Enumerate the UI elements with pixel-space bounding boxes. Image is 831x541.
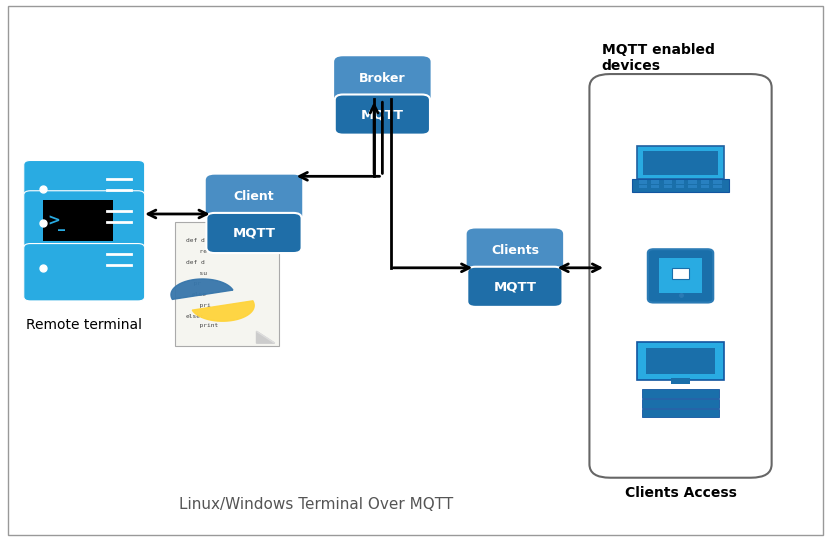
FancyBboxPatch shape bbox=[335, 95, 430, 135]
FancyBboxPatch shape bbox=[639, 185, 647, 188]
FancyBboxPatch shape bbox=[204, 174, 303, 221]
Text: devices: devices bbox=[602, 59, 661, 73]
FancyBboxPatch shape bbox=[206, 213, 302, 253]
FancyBboxPatch shape bbox=[465, 227, 564, 275]
FancyBboxPatch shape bbox=[24, 161, 145, 218]
Text: MQTT enabled: MQTT enabled bbox=[602, 43, 715, 57]
FancyBboxPatch shape bbox=[688, 185, 696, 188]
FancyBboxPatch shape bbox=[652, 180, 660, 183]
FancyBboxPatch shape bbox=[659, 259, 702, 293]
Polygon shape bbox=[257, 331, 275, 343]
FancyBboxPatch shape bbox=[43, 200, 113, 241]
Polygon shape bbox=[171, 279, 233, 299]
Text: Linux/Windows Terminal Over MQTT: Linux/Windows Terminal Over MQTT bbox=[179, 497, 453, 512]
FancyBboxPatch shape bbox=[637, 342, 725, 380]
FancyBboxPatch shape bbox=[642, 399, 719, 408]
FancyBboxPatch shape bbox=[688, 180, 696, 183]
Text: MQTT: MQTT bbox=[233, 227, 276, 240]
Text: Client: Client bbox=[234, 190, 274, 203]
FancyBboxPatch shape bbox=[642, 409, 719, 418]
FancyBboxPatch shape bbox=[646, 348, 715, 374]
FancyBboxPatch shape bbox=[648, 249, 713, 302]
FancyBboxPatch shape bbox=[175, 222, 279, 346]
FancyBboxPatch shape bbox=[663, 180, 671, 183]
FancyBboxPatch shape bbox=[24, 191, 145, 248]
FancyBboxPatch shape bbox=[632, 179, 729, 192]
FancyBboxPatch shape bbox=[701, 185, 709, 188]
Text: >: > bbox=[47, 214, 60, 229]
FancyBboxPatch shape bbox=[24, 243, 145, 301]
FancyBboxPatch shape bbox=[642, 390, 719, 398]
FancyBboxPatch shape bbox=[589, 74, 772, 478]
Text: su: su bbox=[192, 270, 207, 275]
Text: def d: def d bbox=[186, 238, 204, 243]
Text: MQTT: MQTT bbox=[494, 280, 536, 293]
Text: print: print bbox=[192, 323, 218, 328]
FancyBboxPatch shape bbox=[333, 55, 431, 103]
FancyBboxPatch shape bbox=[713, 185, 721, 188]
FancyBboxPatch shape bbox=[639, 180, 647, 183]
FancyBboxPatch shape bbox=[713, 180, 721, 183]
FancyBboxPatch shape bbox=[663, 185, 671, 188]
FancyBboxPatch shape bbox=[672, 268, 689, 279]
Text: MQTT: MQTT bbox=[361, 108, 404, 121]
FancyBboxPatch shape bbox=[652, 185, 660, 188]
Text: Broker: Broker bbox=[359, 72, 406, 85]
FancyBboxPatch shape bbox=[637, 147, 725, 179]
Text: Remote terminal: Remote terminal bbox=[27, 318, 142, 332]
Text: pr: pr bbox=[186, 281, 201, 286]
FancyBboxPatch shape bbox=[467, 267, 563, 307]
Text: pri: pri bbox=[192, 303, 210, 308]
Text: else:: else: bbox=[186, 314, 204, 319]
Text: Clients: Clients bbox=[491, 244, 538, 257]
Text: def d: def d bbox=[186, 260, 204, 265]
Polygon shape bbox=[192, 301, 254, 321]
Text: _: _ bbox=[57, 217, 65, 231]
FancyBboxPatch shape bbox=[643, 151, 718, 175]
Text: else: else bbox=[192, 292, 207, 297]
Text: Clients Access: Clients Access bbox=[625, 486, 736, 500]
FancyBboxPatch shape bbox=[676, 185, 684, 188]
FancyBboxPatch shape bbox=[671, 378, 691, 384]
FancyBboxPatch shape bbox=[701, 180, 709, 183]
Text: re: re bbox=[192, 249, 207, 254]
FancyBboxPatch shape bbox=[676, 180, 684, 183]
Polygon shape bbox=[257, 331, 275, 343]
